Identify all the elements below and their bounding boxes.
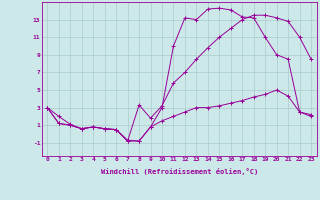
- X-axis label: Windchill (Refroidissement éolien,°C): Windchill (Refroidissement éolien,°C): [100, 168, 258, 175]
